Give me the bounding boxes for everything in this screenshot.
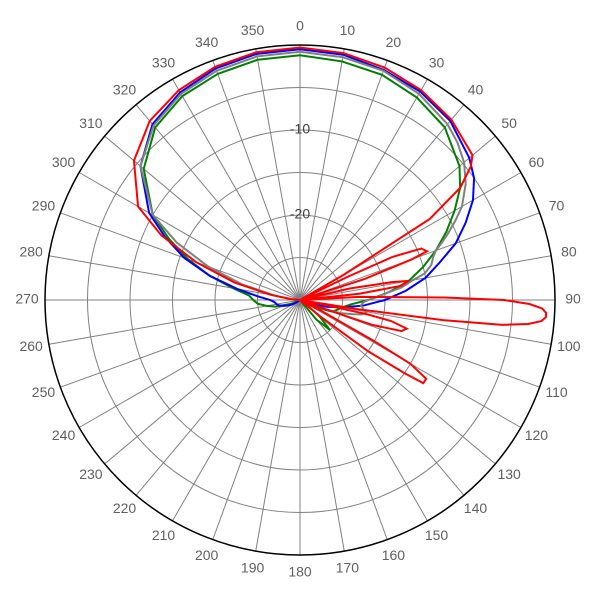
- angle-label: 150: [425, 527, 449, 543]
- angle-label: 260: [19, 338, 43, 354]
- angle-label: 90: [565, 291, 581, 307]
- angle-label: 280: [19, 243, 43, 259]
- angle-label: 330: [152, 54, 176, 70]
- angle-label: 250: [32, 384, 56, 400]
- angle-label: 60: [529, 154, 545, 170]
- angle-label: 70: [549, 197, 565, 213]
- angle-label: 300: [52, 154, 76, 170]
- angle-label: 190: [241, 560, 265, 576]
- radial-label: -10: [290, 121, 310, 137]
- angle-label: 100: [557, 338, 581, 354]
- polar-radiation-chart: 0 10 20 30 40 50 60 70 80 90 100 110 120 130 140 150 160…: [0, 0, 600, 600]
- angle-label: 40: [468, 82, 484, 98]
- angle-label: 110: [545, 384, 568, 400]
- angle-label: 30: [429, 54, 445, 70]
- angle-label: 210: [152, 527, 176, 543]
- angle-label: 120: [525, 427, 549, 443]
- angle-label: 290: [32, 197, 56, 213]
- angle-label: 50: [501, 115, 517, 131]
- angle-label: 170: [336, 560, 360, 576]
- angle-label: 130: [497, 466, 521, 482]
- angle-label: 310: [79, 115, 103, 131]
- angle-label: 270: [15, 291, 39, 307]
- angle-label: 340: [195, 34, 219, 50]
- angle-label: 140: [464, 500, 488, 516]
- angle-label: 240: [52, 427, 76, 443]
- angle-label: 350: [241, 22, 265, 38]
- radial-label: -20: [290, 206, 310, 222]
- angle-label: 200: [195, 547, 219, 563]
- angle-label: 220: [113, 500, 137, 516]
- angle-label: 80: [561, 243, 577, 259]
- angle-label: 0: [296, 18, 304, 34]
- angle-label: 320: [113, 82, 137, 98]
- angle-label: 20: [386, 34, 402, 50]
- angle-label: 160: [382, 547, 406, 563]
- angle-label: 180: [288, 564, 312, 580]
- angle-label: 10: [340, 22, 356, 38]
- angle-label: 230: [79, 466, 103, 482]
